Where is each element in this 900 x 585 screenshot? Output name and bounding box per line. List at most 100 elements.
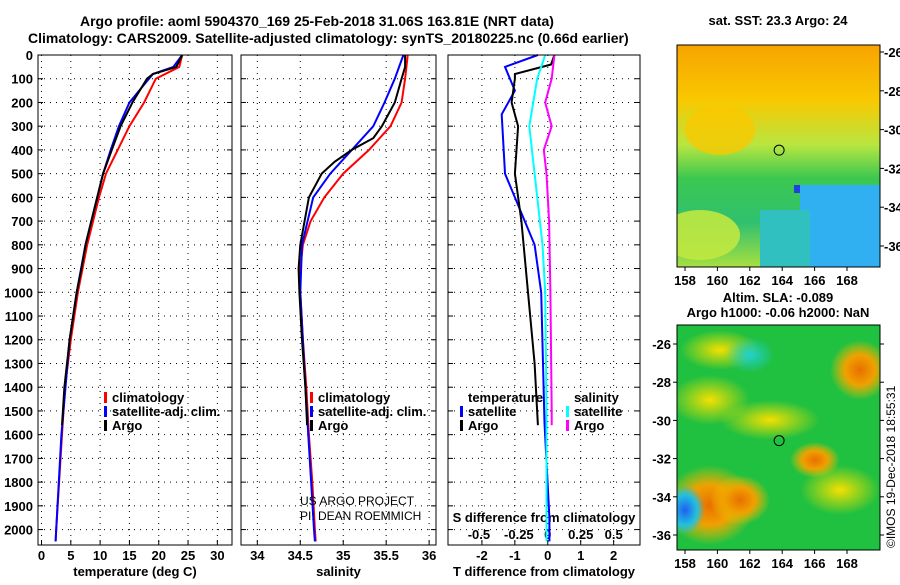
- legend-mark-satellite: [104, 406, 107, 417]
- legend-label-argo: Argo: [112, 418, 142, 433]
- imos-timestamp: ©IMOS 19-Dec-2018 18:55:31: [884, 385, 898, 548]
- legend-mark-climatology: [310, 392, 313, 403]
- y-tick-label: 400: [11, 143, 33, 158]
- lat-tick-label: -28: [652, 375, 671, 390]
- legend-mark-t-argo: [460, 420, 463, 431]
- lon-tick-label: 164: [771, 556, 793, 571]
- x-tick-label: -1: [509, 548, 521, 563]
- argo-position-marker: [773, 435, 785, 447]
- lat-tick-label: -30: [652, 413, 671, 428]
- lat-tick-label: -36: [652, 528, 671, 543]
- pi-credit: PI: DEAN ROEMMICH: [300, 509, 421, 523]
- y-tick-label: 0: [26, 48, 33, 63]
- legend-label-climatology: climatology: [112, 390, 185, 405]
- legend-label-satellite: satellite-adj. clim.: [112, 404, 220, 419]
- difference-legend: temperature satellite Argo salinity sate…: [460, 390, 622, 433]
- legend-mark-s-argo: [566, 420, 569, 431]
- lon-tick-label: 160: [707, 556, 729, 571]
- y-tick-label: 1700: [4, 451, 33, 466]
- y-tick-label: 1200: [4, 333, 33, 348]
- series-line-argo: [297, 55, 407, 426]
- y-tick-label: 2000: [4, 523, 33, 538]
- x-tick-label: 35: [336, 548, 350, 563]
- x-tick-label: 36: [422, 548, 436, 563]
- lat-tick-label: -32: [652, 452, 671, 467]
- s-tick-label: -0.25: [504, 527, 534, 542]
- lat-tick-label: -30: [884, 123, 900, 138]
- x-tick-label: 1: [577, 548, 584, 563]
- s-tick-label: 0: [544, 527, 551, 542]
- x-axis-label: salinity: [316, 564, 362, 579]
- sla-map: [677, 325, 880, 550]
- lat-tick-label: -32: [884, 161, 900, 176]
- y-tick-label: 300: [11, 119, 33, 134]
- legend-mark-satellite: [310, 406, 313, 417]
- lat-tick-label: -26: [884, 45, 900, 60]
- lat-tick-label: -36: [884, 239, 900, 254]
- y-tick-label: 500: [11, 167, 33, 182]
- x-axis-label: temperature (deg C): [73, 564, 197, 579]
- legend-label-s-satellite: satellite: [574, 404, 622, 419]
- legend-label-t-satellite: satellite: [468, 404, 516, 419]
- y-tick-label: 1600: [4, 428, 33, 443]
- y-tick-label: 1100: [5, 309, 33, 324]
- x-tick-label: 25: [181, 548, 195, 563]
- lon-tick-label: 162: [739, 273, 761, 288]
- x-tick-label: 5: [67, 548, 74, 563]
- x-tick-label: 20: [152, 548, 166, 563]
- sst-map-frame: [676, 44, 881, 268]
- y-tick-label: 700: [11, 214, 33, 229]
- x-tick-label: 35.5: [374, 548, 399, 563]
- y-tick-label: 900: [11, 262, 33, 277]
- sla-map-subtitle: Argo h1000: -0.06 h2000: NaN: [687, 305, 870, 320]
- legend-label-climatology: climatology: [318, 390, 391, 405]
- legend-label-argo: Argo: [318, 418, 348, 433]
- x-tick-label: 34: [250, 548, 265, 563]
- legend-label-satellite: satellite-adj. clim.: [318, 404, 426, 419]
- s-tick-label: 0.5: [605, 527, 623, 542]
- lon-tick-label: 166: [804, 556, 826, 571]
- x-tick-label: 34.5: [288, 548, 313, 563]
- sla-map-frame: [676, 324, 881, 551]
- s-axis-label: S difference from climatology: [453, 510, 637, 525]
- y-tick-label: 1500: [4, 404, 33, 419]
- lon-tick-label: 168: [836, 556, 858, 571]
- sla-map-title: Altim. SLA: -0.089: [723, 290, 834, 305]
- x-tick-label: -2: [476, 548, 488, 563]
- s-tick-label: -0.5: [468, 527, 490, 542]
- legend-label-t-argo: Argo: [468, 418, 498, 433]
- y-tick-label: 1300: [4, 356, 33, 371]
- x-tick-label: 0: [544, 548, 551, 563]
- panel-salinity: 34 34.5 35 35.5 36 salinity: [240, 54, 437, 579]
- legend-mark-s-satellite: [566, 406, 569, 417]
- sst-map: [677, 45, 880, 267]
- x-tick-label: 15: [122, 548, 136, 563]
- series-line-temperature-satellite: [500, 54, 551, 542]
- x-tick-label: 2: [610, 548, 617, 563]
- y-tick-label: 1400: [4, 380, 33, 395]
- x-axis-label: T difference from climatology: [453, 564, 636, 579]
- lon-tick-label: 158: [674, 273, 696, 288]
- legend-label-s-argo: Argo: [574, 418, 604, 433]
- panel-frame: [447, 54, 641, 546]
- legend-title-salinity: salinity: [574, 390, 620, 405]
- legend-mark-argo: [310, 420, 313, 431]
- panel-difference: -2 -1 0 1 2 -0.5 -0.25 0 0.25 0.5 S difference fro…: [447, 54, 641, 579]
- lon-tick-label: 162: [739, 556, 761, 571]
- lat-tick-label: -26: [652, 337, 671, 352]
- series-line-argo: [61, 54, 184, 426]
- series-line-salinity-argo: [542, 54, 556, 426]
- legend-mark-climatology: [104, 392, 107, 403]
- y-tick-label: 1000: [4, 285, 33, 300]
- panel-frame: [37, 54, 233, 546]
- y-tick-label: 600: [11, 190, 33, 205]
- figure-title-line1: Argo profile: aoml 5904370_169 25-Feb-20…: [80, 13, 554, 29]
- temperature-legend: climatology satellite-adj. clim. Argo: [104, 390, 220, 433]
- argo-position-marker: [773, 144, 785, 156]
- project-credit: US ARGO PROJECT: [300, 494, 415, 508]
- lon-tick-label: 158: [674, 556, 696, 571]
- x-tick-label: 30: [210, 548, 224, 563]
- lon-tick-label: 160: [707, 273, 729, 288]
- x-tick-label: 10: [93, 548, 107, 563]
